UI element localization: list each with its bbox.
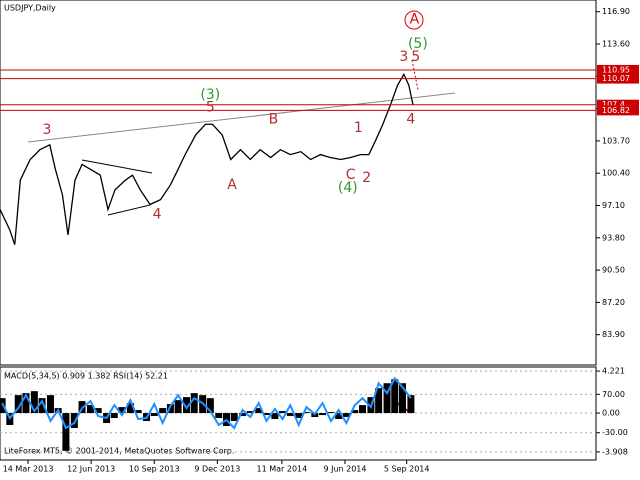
y-tick-label: 90.50 <box>602 266 625 275</box>
wave-label: C <box>346 167 356 183</box>
macd-bar <box>342 413 350 418</box>
wave-label: 4 <box>153 206 162 222</box>
macd-bar <box>166 404 174 414</box>
macd-bar <box>239 413 247 417</box>
wave-label: A <box>410 12 420 28</box>
macd-bar <box>230 413 238 422</box>
y-tick-label: 116.90 <box>602 7 630 16</box>
macd-bar <box>159 408 167 414</box>
macd-bar <box>351 410 359 414</box>
macd-bar <box>327 412 335 414</box>
level-label: 110.95 <box>602 65 630 74</box>
macd-bar <box>62 413 70 451</box>
macd-bar <box>118 407 126 414</box>
wave-label: 5 <box>411 49 420 65</box>
main-plot-frame <box>0 0 597 366</box>
x-tick-label: 11 Mar 2014 <box>257 465 308 474</box>
macd-bar <box>110 413 118 419</box>
macd-bar <box>359 405 367 414</box>
trend-line <box>27 92 456 143</box>
y-tick-label: 93.80 <box>602 233 625 242</box>
macd-bar <box>271 413 279 420</box>
macd-bar <box>286 413 294 417</box>
macd-bar <box>14 395 22 414</box>
macd-bar <box>383 383 391 414</box>
wave-label: 3 <box>43 122 52 138</box>
wave-label: 3 <box>399 49 408 65</box>
y-tick-label: -30.00 <box>602 428 628 437</box>
macd-bar <box>190 393 198 414</box>
y-tick-label: 83.90 <box>602 330 625 339</box>
level-label-box <box>597 99 639 110</box>
x-tick-label: 9 Jun 2014 <box>323 465 366 474</box>
macd-bar <box>70 413 78 428</box>
level-label-box <box>597 64 639 75</box>
wave-label: 1 <box>354 120 363 136</box>
macd-bar <box>38 398 46 414</box>
x-tick-label: 9 Dec 2013 <box>194 465 240 474</box>
macd-bar <box>126 403 134 414</box>
macd-bar <box>46 395 54 414</box>
x-tick-label: 5 Sep 2014 <box>384 465 430 474</box>
y-tick-label: 70.00 <box>602 390 625 399</box>
projection-line <box>411 59 419 91</box>
macd-bar <box>94 408 102 414</box>
macd-bar <box>30 391 38 414</box>
y-tick-label: 87.20 <box>602 298 625 307</box>
level-label: 110.07 <box>602 74 630 83</box>
macd-bar <box>206 398 214 414</box>
y-tick-label: 113.60 <box>602 40 630 49</box>
macd-bar <box>255 408 263 414</box>
x-tick-label: 12 Jun 2013 <box>67 465 115 474</box>
footer: LiteForex MT5, © 2001-2014, MetaQuotes S… <box>4 447 234 456</box>
wave-label: B <box>269 111 279 127</box>
y-tick-label: 97.10 <box>602 201 625 210</box>
wave-label: (4) <box>338 180 358 196</box>
macd-bar <box>407 395 415 414</box>
macd-bar <box>150 413 158 417</box>
level-label-box <box>597 73 639 84</box>
wave-label: A <box>227 177 237 193</box>
triangle-line <box>107 204 151 216</box>
macd-bar <box>279 411 287 414</box>
macd-title: MACD(5,34,5) 0.909 1.382 RSI(14) 52.21 <box>4 372 168 381</box>
y-tick-label: -3.908 <box>602 447 628 456</box>
macd-bar <box>86 405 94 414</box>
macd-bar <box>295 413 303 419</box>
wave-label: 5 <box>206 100 215 116</box>
macd-bar <box>375 388 383 414</box>
wave-label: 2 <box>362 170 371 186</box>
rsi-line <box>1 376 412 430</box>
chart-title: USDJPY,Daily <box>4 4 56 13</box>
macd-bar <box>22 393 30 414</box>
level-label-box <box>597 105 639 116</box>
wave-label: (3) <box>200 87 220 103</box>
macd-bar <box>302 412 310 414</box>
y-tick-label: 103.70 <box>602 136 630 145</box>
y-tick-label: 100.40 <box>602 169 630 178</box>
macd-bar <box>246 411 254 414</box>
level-label: 107.4 <box>602 100 625 109</box>
price-line <box>0 72 414 245</box>
wave-label: (5) <box>408 36 428 52</box>
macd-bar <box>134 410 142 414</box>
level-label: 106.82 <box>602 106 630 115</box>
wave-circle <box>404 10 424 30</box>
macd-bar <box>174 400 182 414</box>
x-tick-label: 14 Mar 2013 <box>3 465 54 474</box>
macd-bar <box>183 397 191 414</box>
macd-bar <box>319 413 327 416</box>
triangle-line <box>81 159 153 174</box>
macd-bar <box>398 383 406 414</box>
y-tick-label: 0.00 <box>602 409 620 418</box>
macd-bar <box>215 413 223 419</box>
macd-bar <box>335 413 343 420</box>
y-tick-label: 4.221 <box>602 367 625 376</box>
x-tick-label: 10 Sep 2013 <box>129 465 180 474</box>
macd-bar <box>262 413 270 416</box>
wave-label: 4 <box>406 111 415 127</box>
macd-bar <box>391 379 399 414</box>
